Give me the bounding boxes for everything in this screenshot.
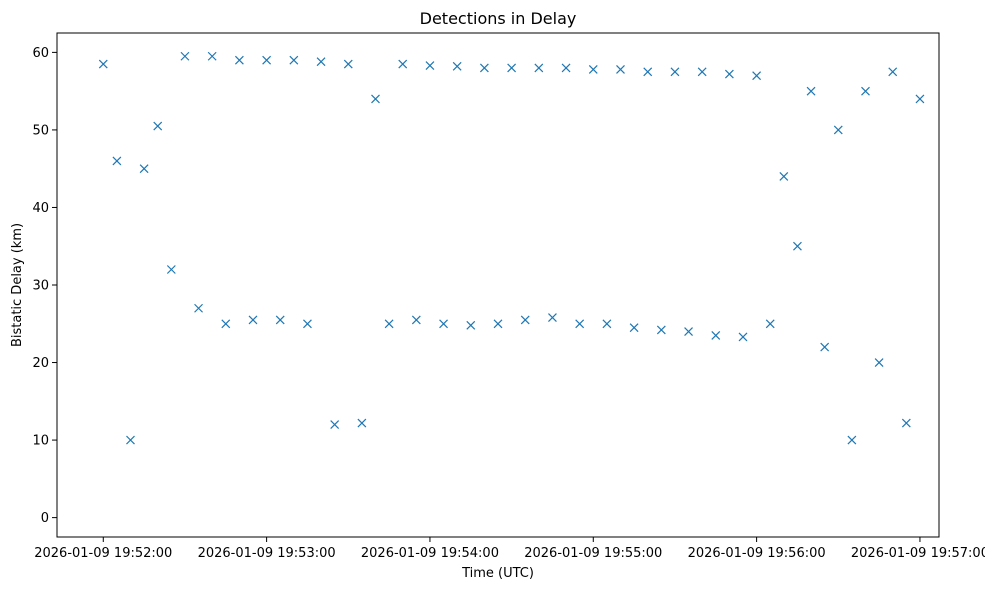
scatter-point xyxy=(371,94,380,104)
scatter-marks xyxy=(98,51,925,445)
scatter-point xyxy=(166,265,176,274)
scatter-point xyxy=(234,55,244,65)
y-tick-label: 60 xyxy=(32,46,49,61)
scatter-point xyxy=(602,319,612,329)
scatter-point xyxy=(561,63,571,73)
scatter-point xyxy=(112,156,122,166)
scatter-point xyxy=(384,319,394,329)
scatter-point xyxy=(180,51,190,61)
scatter-point xyxy=(411,315,421,325)
scatter-point xyxy=(262,55,272,65)
scatter-point xyxy=(466,320,476,330)
scatter-point xyxy=(357,418,367,428)
scatter-point xyxy=(316,57,326,67)
y-tick-label: 40 xyxy=(32,201,49,216)
scatter-point xyxy=(507,63,517,73)
y-tick-label: 0 xyxy=(41,511,49,526)
x-axis-ticks: 2026-01-09 19:52:00 2026-01-09 19:53:00 20… xyxy=(34,537,985,561)
scatter-point xyxy=(874,358,884,367)
x-tick-label: 2026-01-09 19:52:00 xyxy=(34,546,172,561)
scatter-point xyxy=(670,67,680,77)
scatter-point xyxy=(820,342,830,352)
scatter-point xyxy=(548,313,557,322)
scatter-point xyxy=(901,418,911,428)
scatter-point xyxy=(289,55,299,65)
y-tick-label: 30 xyxy=(32,279,49,294)
scatter-point xyxy=(888,67,898,77)
scatter-point xyxy=(847,435,857,445)
scatter-point xyxy=(806,86,816,96)
scatter-point xyxy=(126,435,135,445)
scatter-point xyxy=(398,59,408,69)
scatter-point xyxy=(534,63,544,73)
chart-title: Detections in Delay xyxy=(420,9,577,28)
x-tick-label: 2026-01-09 19:53:00 xyxy=(198,546,336,561)
scatter-point xyxy=(425,61,435,70)
scatter-point xyxy=(738,332,748,342)
scatter-point xyxy=(248,315,258,325)
scatter-point xyxy=(915,94,925,104)
scatter-point xyxy=(343,59,353,69)
scatter-point xyxy=(207,51,217,61)
scatter-point xyxy=(330,420,340,429)
scatter-point xyxy=(629,323,639,333)
scatter-point xyxy=(861,86,870,96)
scatter-point xyxy=(520,315,530,325)
scatter-point xyxy=(493,319,503,329)
scatter-point xyxy=(275,315,285,325)
scatter-point xyxy=(752,71,762,81)
x-tick-label: 2026-01-09 19:56:00 xyxy=(688,546,826,561)
x-tick-label: 2026-01-09 19:57:00 xyxy=(851,546,985,561)
scatter-point xyxy=(153,121,163,131)
scatter-point xyxy=(616,65,625,74)
scatter-point xyxy=(833,125,843,135)
scatter-point xyxy=(439,319,448,329)
scatter-point xyxy=(588,65,598,74)
scatter-point xyxy=(765,319,775,329)
scatter-point xyxy=(303,319,312,329)
scatter-point xyxy=(479,63,489,73)
y-tick-label: 20 xyxy=(32,356,49,371)
scatter-point xyxy=(779,172,789,181)
scatter-point xyxy=(793,241,802,251)
y-axis-ticks: 0 10 20 30 40 50 60 xyxy=(32,46,57,526)
x-tick-label: 2026-01-09 19:55:00 xyxy=(524,546,662,561)
scatter-point xyxy=(194,303,203,313)
axes-frame xyxy=(56,32,940,538)
scatter-point xyxy=(643,67,653,77)
scatter-point xyxy=(98,59,108,69)
scatter-point xyxy=(221,319,231,329)
scatter-point xyxy=(452,61,462,71)
scatter-point xyxy=(697,67,707,77)
y-axis-label: Bistatic Delay (km) xyxy=(10,223,25,347)
scatter-point xyxy=(575,319,585,329)
scatter-point xyxy=(656,325,666,335)
plot-area xyxy=(56,32,940,538)
scatter-point xyxy=(711,330,721,340)
y-tick-label: 10 xyxy=(32,434,49,449)
x-tick-label: 2026-01-09 19:54:00 xyxy=(361,546,499,561)
y-tick-label: 50 xyxy=(32,123,49,138)
x-axis-label: Time (UTC) xyxy=(461,566,534,581)
scatter-point xyxy=(684,327,693,336)
scatter-point xyxy=(724,69,734,79)
scatter-point xyxy=(139,164,149,174)
